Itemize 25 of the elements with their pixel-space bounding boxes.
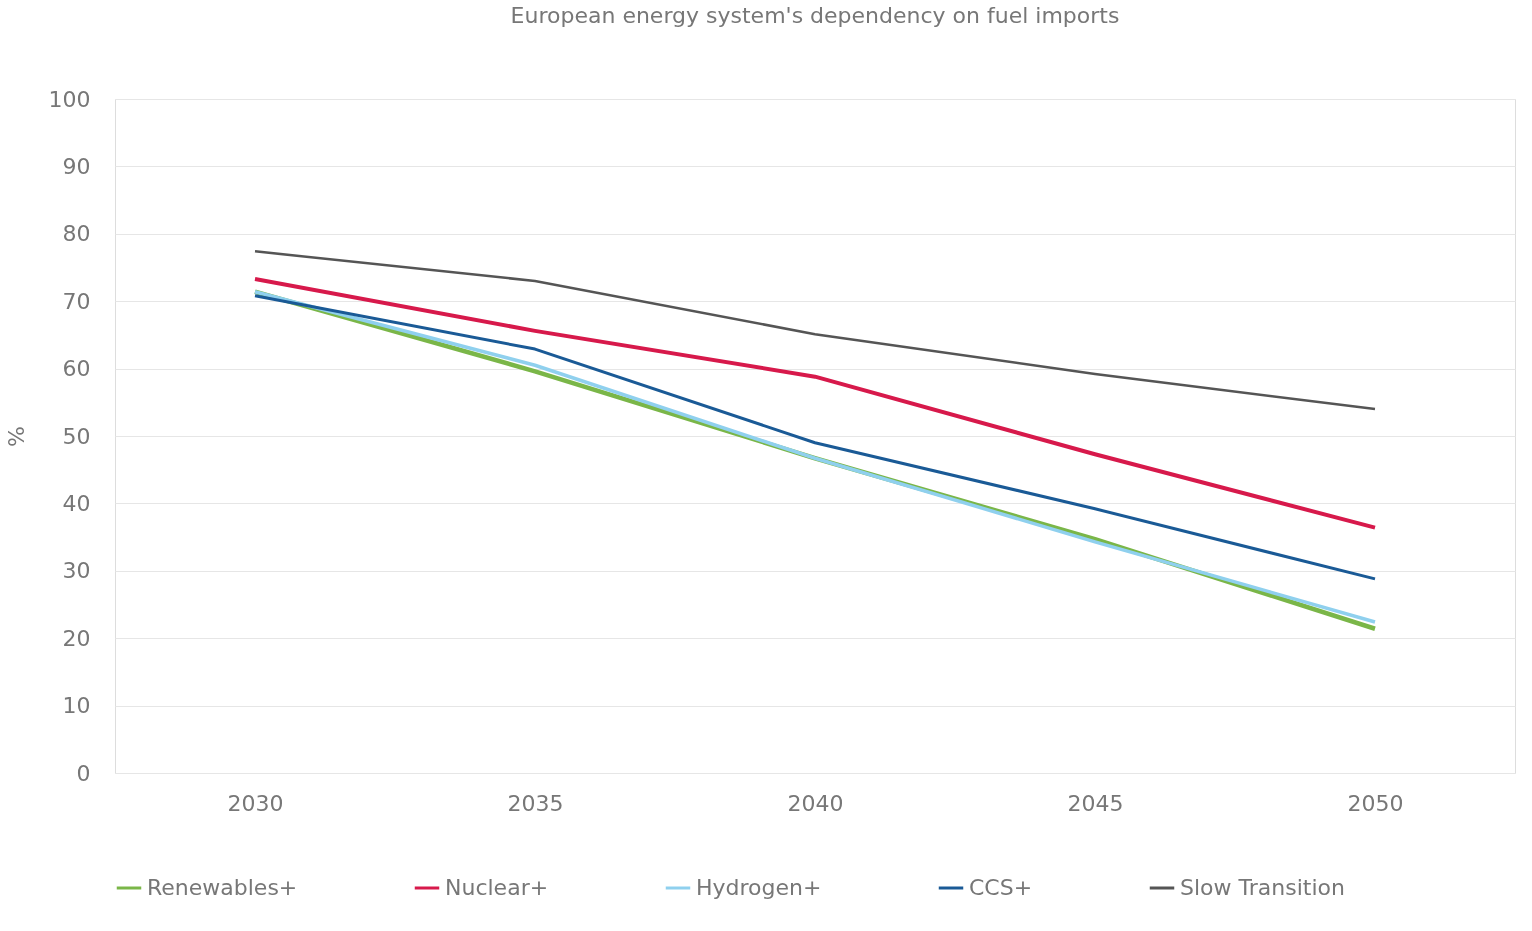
legend-label: Hydrogen+ (696, 875, 822, 900)
y-tick-label: 60 (62, 356, 91, 382)
y-axis-title: % (3, 426, 29, 447)
y-tick-label: 50 (62, 423, 91, 449)
x-tick-label: 2045 (1067, 790, 1124, 816)
y-tick-label: 20 (62, 625, 91, 651)
y-tick-label: 40 (62, 490, 91, 516)
x-tick-label: 2050 (1347, 790, 1404, 816)
y-tick-label: 100 (48, 86, 91, 112)
x-tick-label: 2040 (787, 790, 844, 816)
chart-title: European energy system's dependency on fuel imports (510, 3, 1120, 28)
line-series (253, 276, 1377, 530)
y-tick-label: 0 (76, 760, 91, 786)
legend-label: Slow Transition (1180, 875, 1345, 900)
x-tick-label: 2035 (507, 790, 564, 816)
legend-label: Renewables+ (147, 875, 298, 900)
y-tick-label: 70 (62, 288, 91, 314)
y-tick-label: 90 (62, 153, 91, 179)
legend-label: Nuclear+ (445, 875, 549, 900)
y-tick-label: 10 (62, 693, 91, 719)
x-tick-label: 2030 (227, 790, 284, 816)
y-tick-label: 30 (62, 558, 91, 584)
y-tick-label: 80 (62, 221, 91, 247)
line-series (253, 250, 1377, 411)
legend-label: CCS+ (969, 875, 1033, 900)
